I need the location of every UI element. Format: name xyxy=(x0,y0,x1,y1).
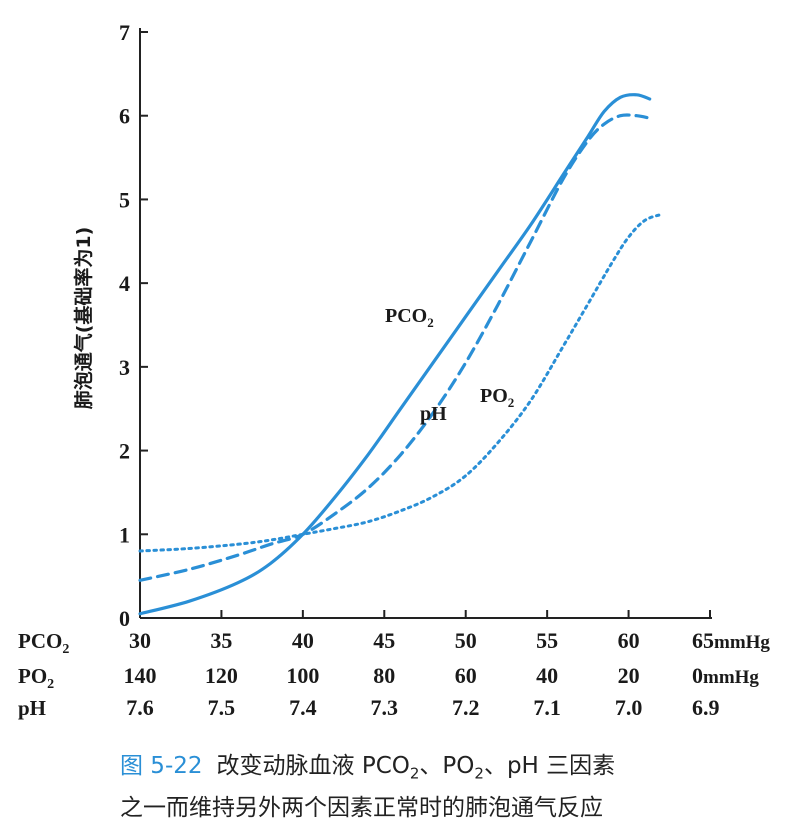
x-row-label: PCO2 xyxy=(18,629,69,657)
x-tick-label: 40 xyxy=(536,663,558,688)
y-tick-label: 3 xyxy=(119,355,130,380)
series-line-dashed xyxy=(138,113,652,582)
caption-sub-2: 2 xyxy=(474,764,484,783)
x-tick-label: 35 xyxy=(210,628,232,653)
caption-tail-1: 、pH 三因素 xyxy=(483,753,616,779)
x-row-label: pH xyxy=(18,696,46,720)
y-axis-ticks: 0 1 2 3 4 5 6 7 xyxy=(119,20,148,631)
x-tick-label: 7.1 xyxy=(533,695,561,720)
x-row-label: PO2 xyxy=(18,664,54,692)
x-tick-label: 6.9 xyxy=(692,695,720,720)
x-tick-label: 7.2 xyxy=(452,695,480,720)
x-tick-label: 7.5 xyxy=(208,695,236,720)
x-axis-rows: PCO2 30 35 40 45 50 55 60 65mmHg PO2 140 120 100 80 60… xyxy=(18,610,770,720)
series-label: PCO2 xyxy=(385,305,434,330)
series-line-solid xyxy=(138,93,652,616)
x-tick-label: 7.0 xyxy=(615,695,643,720)
series-label: pH xyxy=(420,403,447,425)
y-tick-label: 0 xyxy=(119,606,130,631)
x-tick-label: 0mmHg xyxy=(692,663,759,688)
x-tick-label: 7.6 xyxy=(126,695,154,720)
series-labels: PCO2 pH PO2 xyxy=(385,305,514,425)
y-axis-label: 肺泡通气(基础率为1) xyxy=(72,227,95,410)
y-tick-label: 1 xyxy=(119,522,130,547)
x-tick-label: 7.3 xyxy=(371,695,399,720)
y-tick-label: 7 xyxy=(119,20,130,45)
x-tick-label: 65mmHg xyxy=(692,628,770,653)
y-tick-label: 6 xyxy=(119,104,130,129)
x-tick-label: 60 xyxy=(618,628,640,653)
series-label: PO2 xyxy=(480,385,514,410)
figure-number: 图 5-22 xyxy=(120,753,203,779)
series-lines xyxy=(138,93,663,616)
x-tick-label: 45 xyxy=(373,628,395,653)
caption-text-1: 改变动脉血液 PCO xyxy=(216,753,410,779)
x-tick-label: 50 xyxy=(455,628,477,653)
x-tick-label: 40 xyxy=(292,628,314,653)
x-tick-label: 60 xyxy=(455,663,477,688)
x-tick-label: 80 xyxy=(373,663,395,688)
caption-sep-1: 、PO xyxy=(419,753,475,779)
x-tick-label: 7.4 xyxy=(289,695,317,720)
caption-text-2: 之一而维持另外两个因素正常时的肺泡通气反应 xyxy=(120,795,603,821)
x-tick-label: 140 xyxy=(124,663,157,688)
series-line-dotted xyxy=(138,213,663,553)
y-tick-label: 5 xyxy=(119,187,130,212)
x-tick-label: 20 xyxy=(618,663,640,688)
caption-line-1: 图 5-22 改变动脉血液 PCO2、PO2、pH 三因素 xyxy=(120,748,800,792)
y-tick-label: 4 xyxy=(119,271,130,296)
axes xyxy=(139,28,712,619)
x-tick-label: 55 xyxy=(536,628,558,653)
x-tick-label: 30 xyxy=(129,628,151,653)
y-tick-label: 2 xyxy=(119,439,130,464)
x-tick-label: 120 xyxy=(205,663,238,688)
caption-sub-1: 2 xyxy=(409,764,420,783)
x-tick-label: 100 xyxy=(286,663,319,688)
caption-line-2: 之一而维持另外两个因素正常时的肺泡通气反应 xyxy=(120,790,800,826)
